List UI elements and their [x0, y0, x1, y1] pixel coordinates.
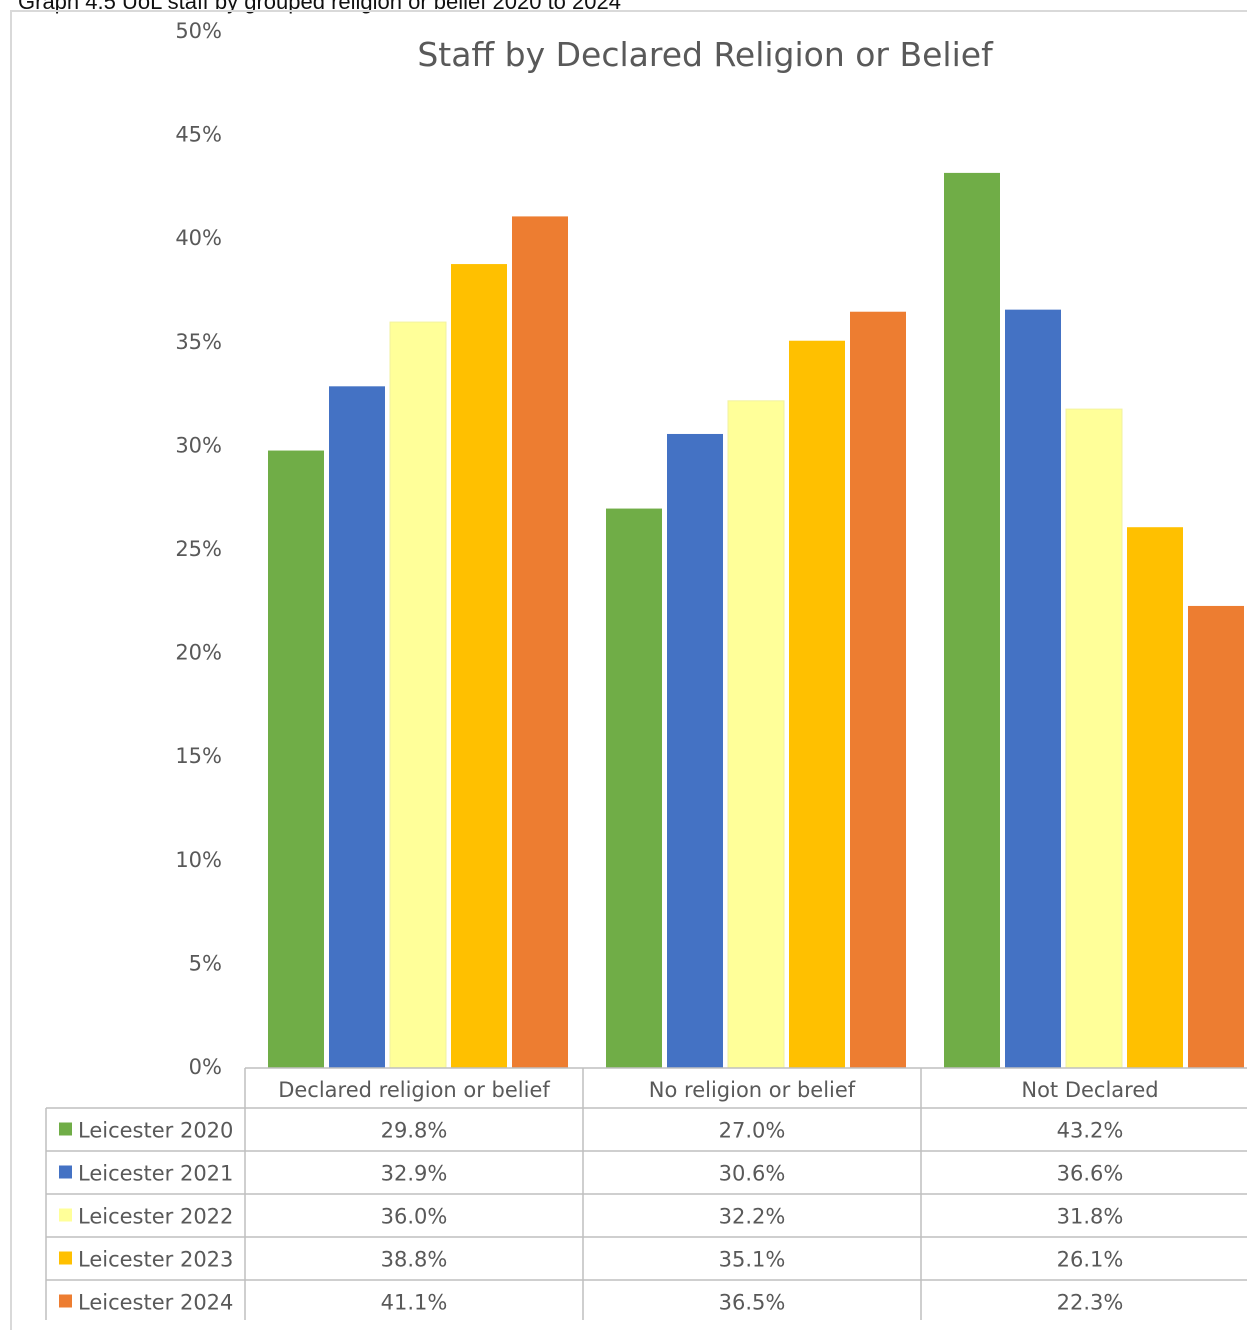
bars: [268, 172, 1244, 1069]
bar: [789, 340, 845, 1068]
data-label: 32.9%: [381, 1162, 448, 1186]
bar: [1065, 408, 1123, 1069]
data-table: Declared religion or belief No religion o…: [45, 1067, 1247, 1320]
data-label: 22.3%: [1057, 1291, 1124, 1315]
data-label: 36.6%: [1057, 1162, 1124, 1186]
data-label: 27.0%: [719, 1119, 786, 1143]
bar: [512, 216, 568, 1068]
x-tick-label: Not Declared: [1021, 1078, 1158, 1102]
bar: [1188, 605, 1244, 1068]
bar: [727, 400, 785, 1069]
chart-title: Staff by Declared Religion or Belief: [417, 35, 994, 74]
y-tick-label: 20%: [175, 641, 222, 665]
x-tick-label: Declared religion or belief: [278, 1078, 550, 1102]
data-label: 30.6%: [719, 1162, 786, 1186]
y-tick-label: 15%: [175, 744, 222, 768]
x-tick-label: No religion or belief: [649, 1078, 856, 1102]
legend-swatch: [59, 1208, 72, 1222]
legend-label: Leicester 2021: [78, 1162, 233, 1186]
legend-swatch: [59, 1165, 72, 1179]
legend-label: Leicester 2022: [78, 1205, 233, 1229]
legend-label: Leicester 2024: [78, 1291, 233, 1315]
bar: [268, 450, 324, 1068]
data-label: 35.1%: [719, 1248, 786, 1272]
y-tick-label: 50%: [175, 19, 222, 43]
bar: [451, 264, 507, 1069]
y-tick-label: 40%: [175, 226, 222, 250]
y-tick-label: 45%: [175, 123, 222, 147]
y-tick-label: 25%: [175, 537, 222, 561]
bar: [1005, 309, 1061, 1068]
y-axis: 0% 5% 10% 15% 20% 25% 30% 35% 40% 45% 50%: [175, 19, 222, 1079]
data-label: 36.5%: [719, 1291, 786, 1315]
y-tick-label: 10%: [175, 848, 222, 872]
bar: [850, 311, 906, 1069]
data-label: 38.8%: [381, 1248, 448, 1272]
y-tick-label: 35%: [175, 330, 222, 354]
legend-label: Leicester 2020: [78, 1119, 233, 1143]
bar: [606, 508, 662, 1068]
legend-swatch: [59, 1122, 72, 1136]
y-tick-label: 5%: [189, 951, 222, 975]
chart-frame: [10, 10, 1247, 1330]
data-label: 41.1%: [381, 1291, 448, 1315]
bar: [944, 172, 1000, 1068]
y-tick-label: 0%: [189, 1055, 222, 1079]
legend-swatch: [59, 1251, 72, 1265]
bar: [667, 433, 723, 1068]
bar: [1127, 527, 1183, 1068]
data-label: 43.2%: [1057, 1119, 1124, 1143]
legend-swatch: [59, 1294, 72, 1308]
legend-label: Leicester 2023: [78, 1248, 233, 1272]
data-label: 36.0%: [381, 1205, 448, 1229]
bar: [329, 386, 385, 1068]
bar: [389, 321, 447, 1069]
data-label: 32.2%: [719, 1205, 786, 1229]
data-label: 26.1%: [1057, 1248, 1124, 1272]
data-label: 31.8%: [1057, 1205, 1124, 1229]
data-label: 29.8%: [381, 1119, 448, 1143]
y-tick-label: 30%: [175, 433, 222, 457]
